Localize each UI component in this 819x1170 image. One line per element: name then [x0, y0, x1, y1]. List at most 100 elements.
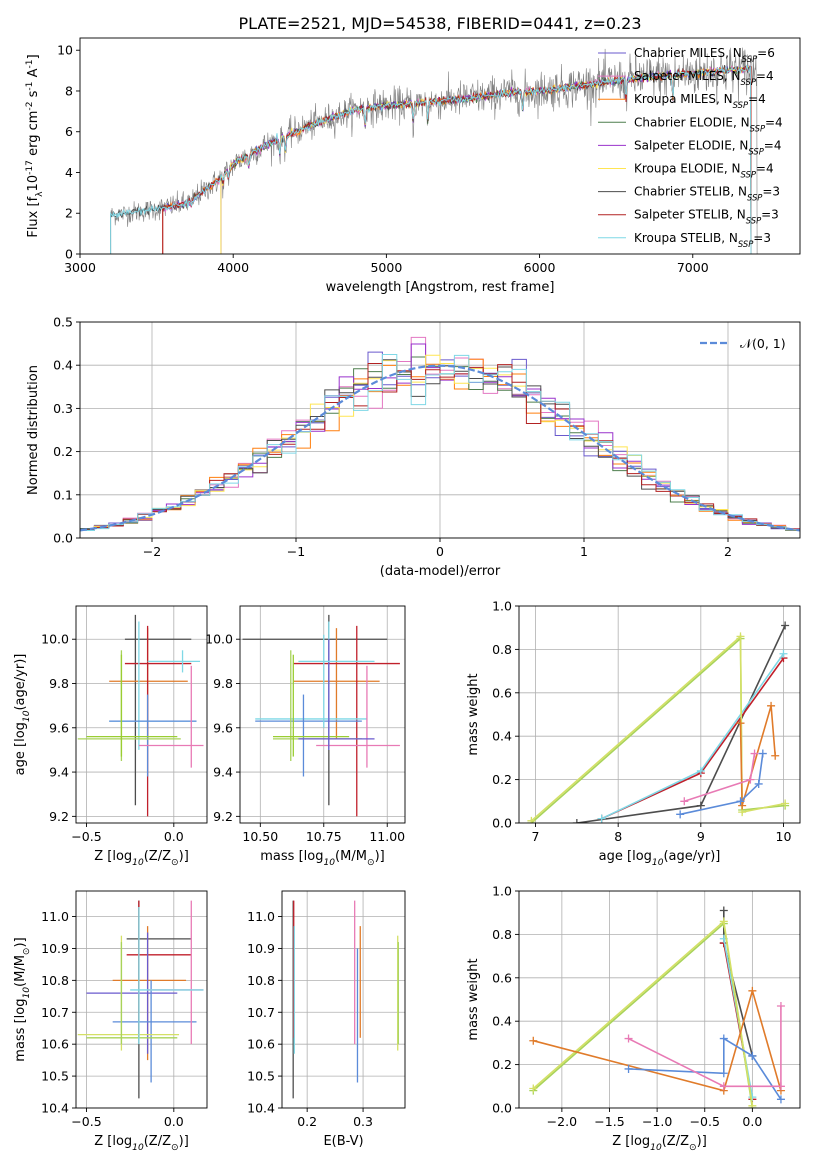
mass_vs_Z-frame: [75, 890, 208, 1109]
weight-marker: [624, 1034, 633, 1043]
y-tick-label: 10.5: [41, 1069, 69, 1084]
y-tick-label: 10.9: [41, 941, 69, 956]
errorbar-point: [138, 665, 204, 768]
x-tick-label: 4000: [217, 260, 249, 275]
weight_vs_age-frame: [518, 605, 801, 824]
residual-histogram: [80, 354, 800, 531]
errorbar-point: [124, 614, 192, 806]
residuals-frame: [79, 321, 801, 539]
residuals-xlabel: (data-model)/error: [380, 564, 501, 579]
y-tick-label: 9.8: [213, 676, 233, 691]
y-tick-label: 10.8: [41, 973, 69, 988]
y-tick-label: 10.6: [41, 1037, 69, 1052]
weight-marker: [624, 1064, 633, 1073]
x-tick-label: −2: [143, 544, 161, 559]
y-tick-label: 10: [57, 43, 73, 58]
residual-histogram: [80, 354, 800, 531]
y-tick-label: 0.2: [492, 772, 512, 787]
age_vs_Z-xlabel: Z [log10(Z/Z⊙)]: [94, 849, 189, 868]
x-tick-label: −2.0: [547, 1114, 577, 1129]
x-tick-label: 7: [532, 829, 540, 844]
y-tick-label: 9.4: [49, 765, 69, 780]
weight-marker: [719, 906, 728, 915]
x-tick-label: 9: [697, 829, 705, 844]
legend-entry: Chabrier MILES, NSSP=6: [634, 46, 775, 64]
y-tick-label: 0.4: [492, 1014, 512, 1029]
age_vs_Z-ylabel: age [log10(age/yr)]: [13, 654, 32, 776]
y-tick-label: 9.8: [49, 676, 69, 691]
x-tick-label: −1.0: [642, 1114, 672, 1129]
spectrum-plot-area: [110, 47, 758, 254]
weight-marker: [529, 1036, 538, 1045]
weight-series: [680, 749, 759, 806]
legend-entry: Salpeter ELODIE, NSSP=4: [634, 138, 782, 156]
weight-marker: [754, 779, 763, 788]
y-tick-label: 8: [65, 83, 73, 98]
weight-marker: [776, 1095, 785, 1104]
x-tick-label: 0.0: [164, 829, 184, 844]
mass_vs_ebv-panel: 0.2 0.3 10.4 10.5 10.6 10.7 10.8 10.9 11.0 E(B-V): [247, 890, 406, 1149]
y-tick-label: 2: [65, 206, 73, 221]
residuals-panel: −2 −1 0 1 2 0.0 0.1 0.2 0.3 0.4 0.5 (data-model)/er…: [26, 315, 801, 579]
y-tick-label: 10.6: [247, 1037, 275, 1052]
weight-marker: [572, 819, 581, 823]
y-tick-label: 0.1: [53, 487, 73, 502]
y-tick-label: 9.6: [213, 720, 233, 735]
mass_vs_ebv-frame: [281, 890, 406, 1109]
y-tick-label: 0.4: [492, 729, 512, 744]
errorbar-point: [112, 980, 197, 1083]
x-tick-label: 0.0: [742, 1114, 762, 1129]
x-tick-label: 6000: [524, 260, 556, 275]
legend-entry: Salpeter STELIB, NSSP=3: [634, 208, 779, 226]
gaussian-reference-curve: [80, 364, 800, 532]
weight-marker: [696, 766, 705, 775]
errorbar-point: [293, 628, 380, 739]
weight-marker: [771, 751, 780, 760]
weight-marker: [736, 632, 745, 641]
weight_vs_Z-ylabel: mass weight: [466, 958, 481, 1040]
weight-marker: [779, 649, 788, 658]
x-tick-label: 8: [614, 829, 622, 844]
y-tick-label: 0.0: [492, 816, 512, 831]
x-tick-label: 0.2: [297, 1114, 317, 1129]
weight-marker: [748, 1101, 757, 1108]
x-tick-label: 5000: [370, 260, 402, 275]
age_vs_Z-plot-area: [76, 606, 207, 823]
mass_vs_ebv-plot-area: [282, 891, 405, 1108]
y-tick-label: 0.2: [492, 1057, 512, 1072]
y-tick-label: 1.0: [492, 884, 512, 899]
y-tick-label: 10.4: [41, 1101, 69, 1116]
x-tick-label: 7000: [677, 260, 709, 275]
age_vs_Z-panel: −0.5 0.0 9.2 9.4 9.6 9.8 10.0 Z [log10(Z/Z⊙)] ag…: [13, 605, 208, 868]
y-tick-label: 4: [65, 165, 73, 180]
legend-entry: Chabrier STELIB, NSSP=3: [634, 185, 780, 203]
weight-series: [527, 634, 790, 823]
weight-series: [624, 1034, 785, 1104]
spectrum-ylabel: Flux [fλ10-17 erg cm-2 s-1 A-1]: [25, 54, 45, 237]
y-tick-label: 0: [65, 247, 73, 262]
weight-marker: [750, 749, 759, 758]
weight-marker: [736, 797, 745, 806]
weight-marker: [767, 701, 776, 710]
weight_vs_age-panel: 7 8 9 10 0.0 0.2 0.4 0.6 0.8 1.0 age [log10(age/yr…: [466, 599, 801, 868]
weight_vs_age-xlabel: age [log10(age/yr)]: [599, 849, 721, 868]
weight-marker: [748, 1051, 757, 1060]
legend-entry: Chabrier ELODIE, NSSP=4: [634, 115, 783, 133]
errorbar-point: [298, 634, 375, 728]
y-tick-label: 9.2: [213, 809, 233, 824]
x-tick-label: 10.75: [306, 829, 342, 844]
y-tick-label: 0.0: [492, 1101, 512, 1116]
legend-entry: Kroupa STELIB, NSSP=3: [634, 231, 771, 249]
weight-marker: [676, 810, 685, 819]
weight_vs_Z-frame: [518, 890, 801, 1109]
x-tick-label: −1.5: [594, 1114, 624, 1129]
y-tick-label: 0.3: [53, 401, 73, 416]
errorbar-point: [126, 900, 192, 1038]
errorbar-point: [273, 650, 362, 761]
errorbar-point: [147, 650, 201, 673]
x-tick-label: 1: [580, 544, 588, 559]
age_vs_mass-panel: 10.50 10.75 11.00 9.2 9.4 9.6 9.8 10.0 mass [log…: [205, 605, 406, 868]
weight-series: [624, 1002, 785, 1091]
y-tick-label: 9.6: [49, 720, 69, 735]
weight-marker: [776, 1002, 785, 1011]
